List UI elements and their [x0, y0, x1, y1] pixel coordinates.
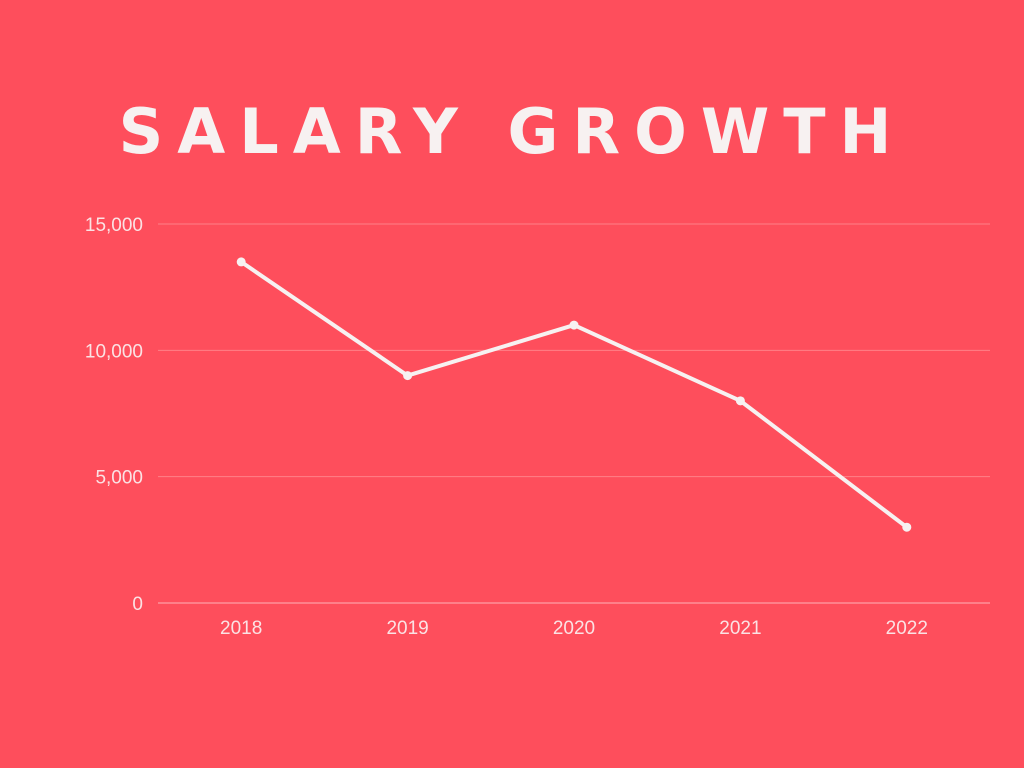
data-point — [403, 371, 413, 381]
x-tick-label: 2022 — [886, 618, 928, 639]
series-line — [239, 259, 909, 530]
data-point — [569, 320, 579, 330]
x-tick-label: 2018 — [220, 618, 262, 639]
x-tick-label: 2021 — [719, 618, 761, 639]
data-point — [902, 522, 912, 532]
y-tick-label: 5,000 — [95, 468, 143, 489]
data-point — [735, 396, 745, 406]
y-tick-label: 15,000 — [85, 215, 143, 236]
x-tick-label: 2019 — [386, 618, 428, 639]
series-layer — [236, 257, 912, 532]
x-tick-label: 2020 — [553, 618, 595, 639]
y-tick-label: 10,000 — [85, 341, 143, 362]
y-tick-label: 0 — [132, 594, 143, 615]
chart-title: SALARY GROWTH — [118, 95, 906, 168]
data-point — [236, 257, 246, 267]
x-axis-labels: 2018 2019 2020 2021 2022 — [220, 618, 928, 639]
grid-lines — [158, 223, 990, 604]
y-axis-labels: 0 5,000 10,000 15,000 — [85, 215, 143, 615]
